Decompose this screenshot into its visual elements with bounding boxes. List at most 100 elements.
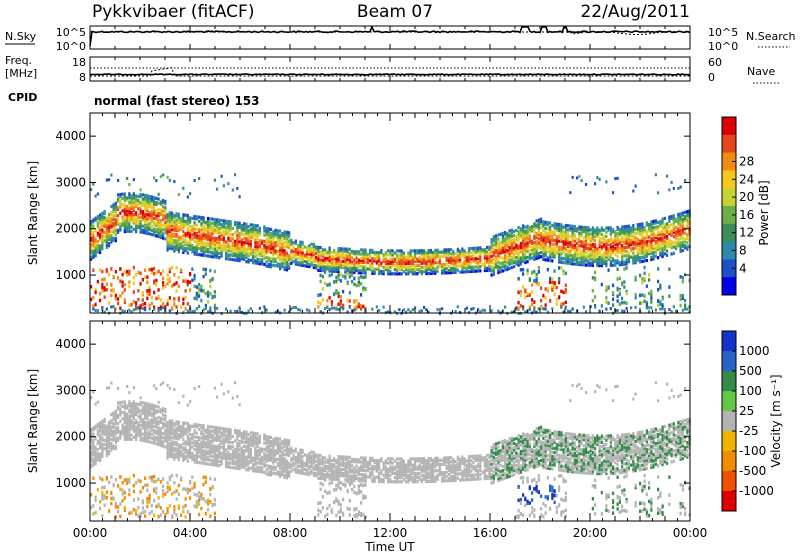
power-cell (635, 236, 637, 239)
power-cell (360, 282, 362, 286)
power-cell (416, 272, 418, 275)
power-cell (293, 241, 295, 244)
power-cell (144, 212, 146, 215)
velocity-cell (131, 438, 133, 441)
power-cell (351, 256, 353, 259)
velocity-cell (160, 408, 162, 411)
power-cell (92, 225, 94, 228)
power-cell (304, 254, 306, 257)
velocity-cell (108, 450, 110, 453)
power-cell (92, 296, 94, 300)
power-cell (270, 232, 272, 235)
power-cell (659, 284, 661, 288)
power-cell (495, 234, 497, 237)
power-cell (279, 246, 281, 249)
velocity-cell (119, 487, 121, 491)
power-cell (437, 261, 439, 264)
power-cell (194, 284, 196, 288)
power-cell (637, 248, 639, 251)
power-cell (632, 224, 634, 227)
power-cell (610, 260, 612, 263)
power-cell (538, 237, 540, 240)
power-cell (133, 228, 135, 231)
power-cell (619, 228, 621, 231)
velocity-cell (119, 420, 121, 423)
power-cell (221, 244, 223, 247)
power-cell (207, 242, 209, 245)
power-cell (536, 273, 538, 277)
power-cell (576, 227, 578, 230)
power-cell (135, 217, 137, 220)
velocity-cell (128, 480, 130, 484)
power-cell (248, 310, 250, 313)
power-cell (673, 214, 675, 217)
power-cell (259, 227, 261, 230)
velocity-cell (117, 437, 119, 440)
power-cell (389, 249, 391, 252)
power-cell (257, 253, 259, 256)
power-cell (135, 301, 137, 305)
velocity-cell (133, 421, 135, 424)
power-cell (360, 248, 362, 251)
power-cell (198, 247, 200, 250)
power-cell (565, 224, 567, 227)
velocity-cell (135, 425, 137, 428)
power-cell (137, 289, 139, 293)
power-cell (646, 230, 648, 233)
power-cell (675, 218, 677, 221)
power-cell (639, 256, 641, 259)
power-cell (137, 199, 139, 202)
velocity-cell (101, 491, 103, 495)
power-cell (248, 258, 250, 261)
freq-tickmarks (90, 57, 690, 81)
power-cell (664, 217, 666, 220)
power-cell (479, 265, 481, 268)
power-cell (151, 302, 153, 306)
power-cell (509, 246, 511, 249)
power-cell (592, 299, 594, 303)
power-cell (162, 199, 164, 202)
power-cell (92, 268, 94, 272)
power-cell (320, 246, 322, 249)
power-cell (378, 309, 380, 312)
power-cell (153, 308, 155, 311)
power-cell (554, 269, 556, 273)
power-cell (671, 215, 673, 218)
power-cell (218, 256, 220, 259)
power-cell (554, 293, 556, 297)
power-cell (320, 274, 322, 278)
power-cell (531, 271, 533, 275)
colorbar-swatch (722, 117, 736, 135)
power-cell (605, 289, 607, 293)
power-cell (191, 279, 193, 283)
power-cell (225, 308, 227, 311)
power-cell (682, 280, 684, 284)
power-cell (540, 218, 542, 221)
velocity-cell (115, 437, 117, 440)
velocity-cell (115, 478, 117, 482)
power-cell (574, 225, 576, 228)
power-cell (673, 305, 675, 308)
power-cell (113, 203, 115, 206)
power-cell (99, 245, 101, 248)
power-cell (122, 216, 124, 219)
power-cell (547, 221, 549, 224)
power-cell (644, 272, 646, 276)
power-cell (500, 262, 502, 265)
power-cell (446, 271, 448, 274)
power-cell (320, 258, 322, 261)
velocity-cell (155, 442, 157, 445)
power-cell (567, 224, 569, 227)
velocity-cell (162, 417, 164, 420)
power-cell (405, 272, 407, 275)
power-cell (540, 286, 542, 290)
colorbar-swatch (722, 135, 736, 153)
power-cell (421, 266, 423, 269)
power-cell (198, 234, 200, 237)
power-cell (574, 233, 576, 236)
power-cell (680, 186, 682, 189)
power-cell (671, 223, 673, 226)
power-cell (322, 298, 324, 302)
power-cell (644, 226, 646, 229)
power-cell (387, 260, 389, 263)
